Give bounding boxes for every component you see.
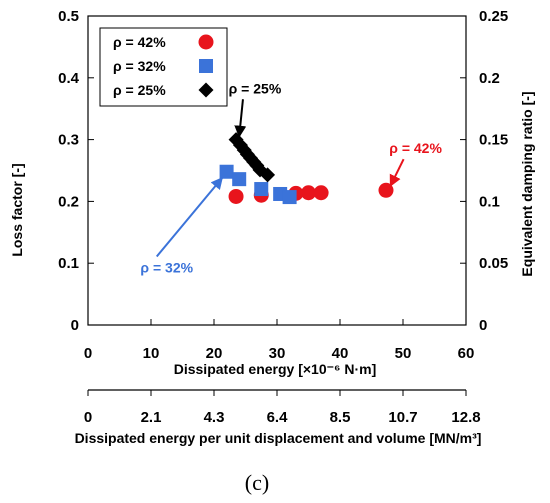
x2-tick-label: 2.1 bbox=[141, 409, 162, 426]
y2-tick-label: 0.05 bbox=[479, 255, 508, 272]
x2-tick-label: 10.7 bbox=[388, 409, 417, 426]
axis-ticks bbox=[87, 15, 467, 326]
y-tick-label: 0.4 bbox=[58, 70, 80, 87]
legend-marker bbox=[198, 82, 214, 98]
y2-tick-label: 0.15 bbox=[479, 132, 508, 149]
series-diamond bbox=[228, 132, 276, 183]
y2-tick-label: 0 bbox=[479, 317, 487, 334]
series-square bbox=[219, 164, 297, 205]
x-axis-label: Dissipated energy [×10⁻⁶ N·m] bbox=[174, 361, 377, 377]
data-point bbox=[260, 167, 276, 183]
data-point bbox=[282, 190, 297, 205]
data-point bbox=[228, 188, 244, 204]
series-circle bbox=[228, 182, 394, 204]
x2-tick-labels: 0 2.1 4.3 6.4 8.5 10.7 12.8 bbox=[84, 409, 481, 426]
legend-label: ρ = 25% bbox=[113, 82, 166, 98]
x-tick-label: 0 bbox=[84, 345, 92, 362]
x2-tick-label: 4.3 bbox=[204, 409, 225, 426]
annotations: ρ = 25% ρ = 42% ρ = 32% bbox=[140, 80, 442, 275]
secondary-x-axis bbox=[87, 389, 467, 396]
data-point bbox=[301, 185, 316, 201]
x-tick-label: 10 bbox=[143, 345, 160, 362]
x-tick-label: 40 bbox=[332, 345, 349, 362]
legend: ρ = 42% ρ = 32% ρ = 25% bbox=[99, 27, 228, 107]
annotation-arrow bbox=[389, 158, 405, 188]
annotation-label: ρ = 25% bbox=[229, 80, 282, 96]
x-tick-label: 20 bbox=[206, 345, 223, 362]
data-point bbox=[232, 172, 247, 187]
x2-tick-label: 0 bbox=[84, 409, 92, 426]
annotation-arrow bbox=[155, 176, 223, 258]
data-point bbox=[378, 182, 394, 198]
legend-label: ρ = 42% bbox=[113, 34, 166, 50]
y-tick-label: 0 bbox=[71, 317, 79, 334]
x2-tick-label: 6.4 bbox=[267, 409, 289, 426]
data-marks bbox=[219, 132, 394, 205]
x2-tick-label: 8.5 bbox=[330, 409, 351, 426]
annotation-arrow bbox=[234, 99, 247, 138]
y2-tick-label: 0.1 bbox=[479, 193, 500, 210]
y-tick-label: 0.5 bbox=[58, 8, 79, 25]
y-tick-label: 0.3 bbox=[58, 132, 79, 149]
y2-tick-label: 0.2 bbox=[479, 70, 500, 87]
annotation-label: ρ = 32% bbox=[140, 259, 193, 275]
x-tick-label: 30 bbox=[269, 345, 286, 362]
y-tick-label: 0.1 bbox=[58, 255, 79, 272]
data-point bbox=[219, 164, 234, 179]
x2-axis-label: Dissipated energy per unit displacement … bbox=[75, 430, 482, 446]
x-tick-labels: 0 10 20 30 40 50 60 bbox=[84, 345, 475, 362]
y-tick-labels: 0 0.1 0.2 0.3 0.4 0.5 bbox=[58, 8, 80, 334]
annotation-label: ρ = 42% bbox=[389, 140, 442, 156]
legend-marker bbox=[199, 59, 213, 73]
legend-marker bbox=[198, 34, 214, 50]
figure-caption: (c) bbox=[245, 470, 269, 495]
y-axis-label: Loss factor [-] bbox=[9, 163, 25, 256]
x2-tick-label: 12.8 bbox=[451, 409, 480, 426]
data-point bbox=[254, 182, 269, 197]
x-tick-label: 50 bbox=[395, 345, 412, 362]
y2-axis-label: Equivalent damping ratio [-] bbox=[519, 91, 535, 276]
legend-label: ρ = 32% bbox=[113, 58, 166, 74]
y2-tick-label: 0.25 bbox=[479, 8, 508, 25]
data-point bbox=[313, 185, 329, 201]
y2-tick-labels: 0 0.05 0.1 0.15 0.2 0.25 bbox=[479, 8, 508, 334]
y-tick-label: 0.2 bbox=[58, 193, 79, 210]
x-tick-label: 60 bbox=[458, 345, 475, 362]
